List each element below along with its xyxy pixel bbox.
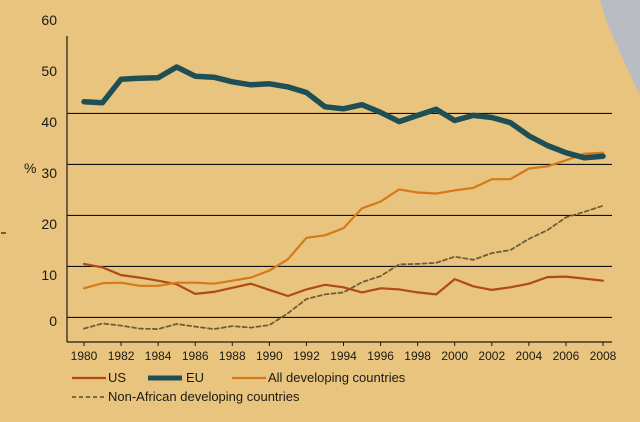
corner-decor [600,0,640,96]
series-line-all-developing-countries [82,151,605,290]
y-tick-label: 20 [41,216,57,232]
series-line-us [82,262,605,298]
x-tick-label: 2006 [553,349,580,363]
legend: US EU All developing countries Non-African … [72,370,406,404]
x-tick-label: 2008 [590,349,617,363]
y-tick-label: 50 [41,63,57,79]
x-tick-label: 1994 [330,349,357,363]
series-lines [81,64,606,331]
legend-label: Non-African developing countries [108,389,300,404]
y-tick-label: 0 [49,313,57,329]
grid-lines [67,112,612,318]
x-tick-label: 1998 [404,349,431,363]
x-tick-label: 2000 [441,349,468,363]
y-tick-label: 10 [41,267,57,283]
series-line-non-african-developing-countries [83,204,604,331]
x-tick-label: 2002 [478,349,505,363]
legend-label: US [108,370,126,385]
x-tick-label: 1990 [256,349,283,363]
x-tick-label: 1982 [108,349,135,363]
y-tick-labels: 0 10 20 30 40 50 60 [41,12,57,329]
y-tick-label: 40 [41,114,57,130]
x-tick-label: 1980 [71,349,98,363]
y-tick-label: 30 [41,165,57,181]
y-axis-label: % [24,160,36,176]
x-tick-label: 1988 [219,349,246,363]
x-tick-labels: 1980 1982 1984 1986 1988 1990 1992 1994 1996 1998… [71,342,617,363]
series-line-eu [81,64,606,161]
x-tick-label: 1986 [182,349,209,363]
y-tick-label: 60 [41,12,57,28]
legend-label: EU [186,370,204,385]
x-tick-label: 1996 [367,349,394,363]
x-tick-label: 1992 [293,349,320,363]
x-tick-label: 1984 [145,349,172,363]
x-tick-label: 2004 [516,349,543,363]
legend-label: All developing countries [268,370,406,385]
